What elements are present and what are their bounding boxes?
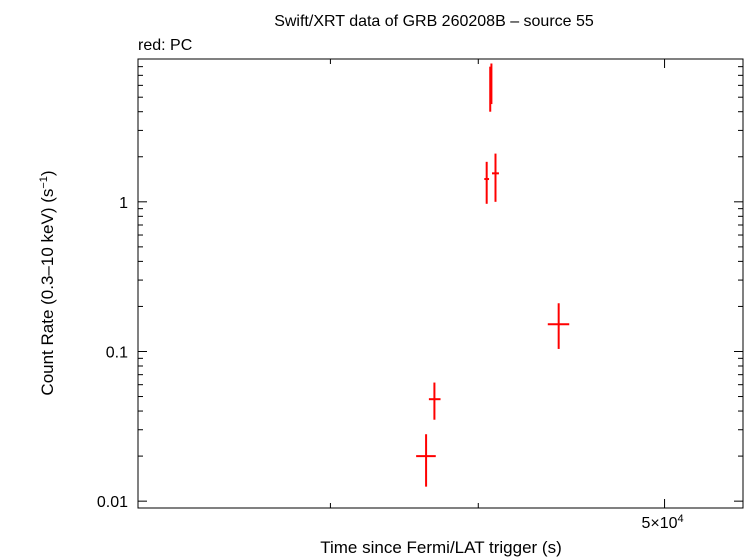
y-axis-ticks: 0.01 0.1 1 xyxy=(97,58,743,511)
data-point xyxy=(428,382,441,420)
plot-frame xyxy=(137,58,744,509)
data-point xyxy=(490,63,493,105)
y-axis-label-main: Count Rate (0.3–10 keV) (s xyxy=(38,189,57,396)
data-point xyxy=(416,434,436,487)
y-axis-label-end: ) xyxy=(38,170,57,176)
data-point xyxy=(547,303,570,349)
x-axis-label: Time since Fermi/LAT trigger (s) xyxy=(320,538,562,557)
data-point xyxy=(491,153,499,202)
data-points xyxy=(416,63,570,487)
y-tick-label: 1 xyxy=(119,195,128,212)
series-note: red: PC xyxy=(138,37,192,54)
y-tick-label: 0.1 xyxy=(106,344,128,361)
y-tick-label: 0.01 xyxy=(97,494,128,511)
chart-title: Swift/XRT data of GRB 260208B – source 5… xyxy=(274,13,594,30)
data-point xyxy=(484,161,490,204)
y-axis-label: Count Rate (0.3–10 keV) (s−1) xyxy=(38,170,57,395)
x-axis-ticks: 5×104 xyxy=(329,59,684,532)
y-axis-label-sup: −1 xyxy=(38,176,50,189)
x-tick-label: 5×104 xyxy=(641,513,683,532)
